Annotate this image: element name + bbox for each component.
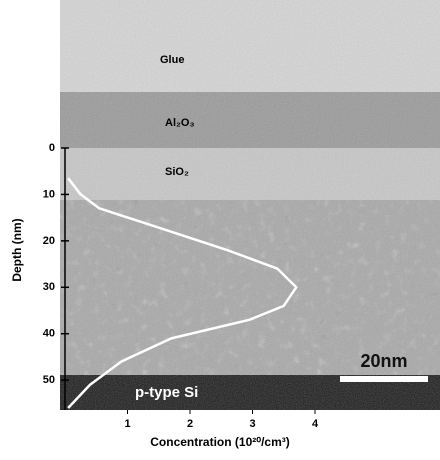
y-tick-label: 50 (43, 374, 55, 386)
y-tick-label: 20 (43, 235, 55, 247)
x-tick-label: 4 (312, 418, 319, 430)
scale-bar-label: 20nm (360, 351, 407, 371)
x-tick-label: 3 (249, 418, 255, 430)
tem-image (60, 0, 440, 410)
al2o3-label: Al₂O₃ (165, 117, 195, 129)
sio2-label: SiO₂ (165, 166, 189, 178)
concentration-profile (67, 177, 298, 409)
y-tick-label: 10 (43, 188, 55, 200)
si-label: p-type Si (135, 384, 198, 401)
x-axis-label: Concentration (10²⁰/cm³) (150, 435, 290, 449)
scale-bar (340, 376, 428, 382)
x-tick-label: 1 (124, 418, 130, 430)
y-tick-label: 30 (43, 281, 55, 293)
image-noise (60, 0, 440, 410)
y-tick-label: 0 (49, 142, 55, 154)
glue-label: Glue (160, 54, 184, 66)
y-tick-label: 40 (43, 328, 55, 340)
x-tick-label: 2 (187, 418, 193, 430)
y-axis-label: Depth (nm) (10, 218, 24, 281)
